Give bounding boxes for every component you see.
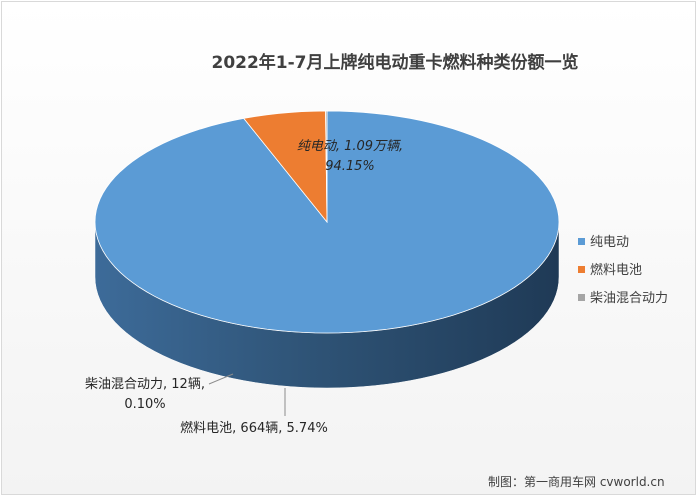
label-hybrid: 柴油混合动力, 12辆, 0.10% xyxy=(85,373,234,412)
data-label-hybrid-line1: 柴油混合动力, 12辆, xyxy=(85,377,205,392)
pie-group xyxy=(94,110,560,389)
label-ev: 纯电动, 1.09万辆, 94.15% xyxy=(297,139,403,174)
legend-swatch-fuelcell xyxy=(578,266,585,273)
legend-swatch-ev xyxy=(578,238,585,245)
legend-label-hybrid: 柴油混合动力 xyxy=(590,291,668,306)
data-label-ev-line1: 纯电动, 1.09万辆, xyxy=(297,139,403,154)
legend-swatch-hybrid xyxy=(578,294,585,301)
label-fuelcell: 燃料电池, 664辆, 5.74% xyxy=(180,388,328,436)
chart-title: 2022年1-7月上牌纯电动重卡燃料种类份额一览 xyxy=(211,52,578,73)
legend: 纯电动 燃料电池 柴油混合动力 xyxy=(578,235,668,306)
data-label-fuelcell: 燃料电池, 664辆, 5.74% xyxy=(180,420,328,436)
leader-line-hybrid xyxy=(208,373,234,385)
chart-credit: 制图：第一商用车网 cvworld.cn xyxy=(488,474,665,489)
legend-label-ev: 纯电动 xyxy=(590,235,629,250)
pie-slice-hybrid xyxy=(325,110,328,223)
legend-label-fuelcell: 燃料电池 xyxy=(590,262,642,278)
pie-slice-fuelcell xyxy=(243,110,328,224)
data-label-hybrid-line2: 0.10% xyxy=(124,397,165,412)
data-label-ev-line2: 94.15% xyxy=(325,159,375,174)
